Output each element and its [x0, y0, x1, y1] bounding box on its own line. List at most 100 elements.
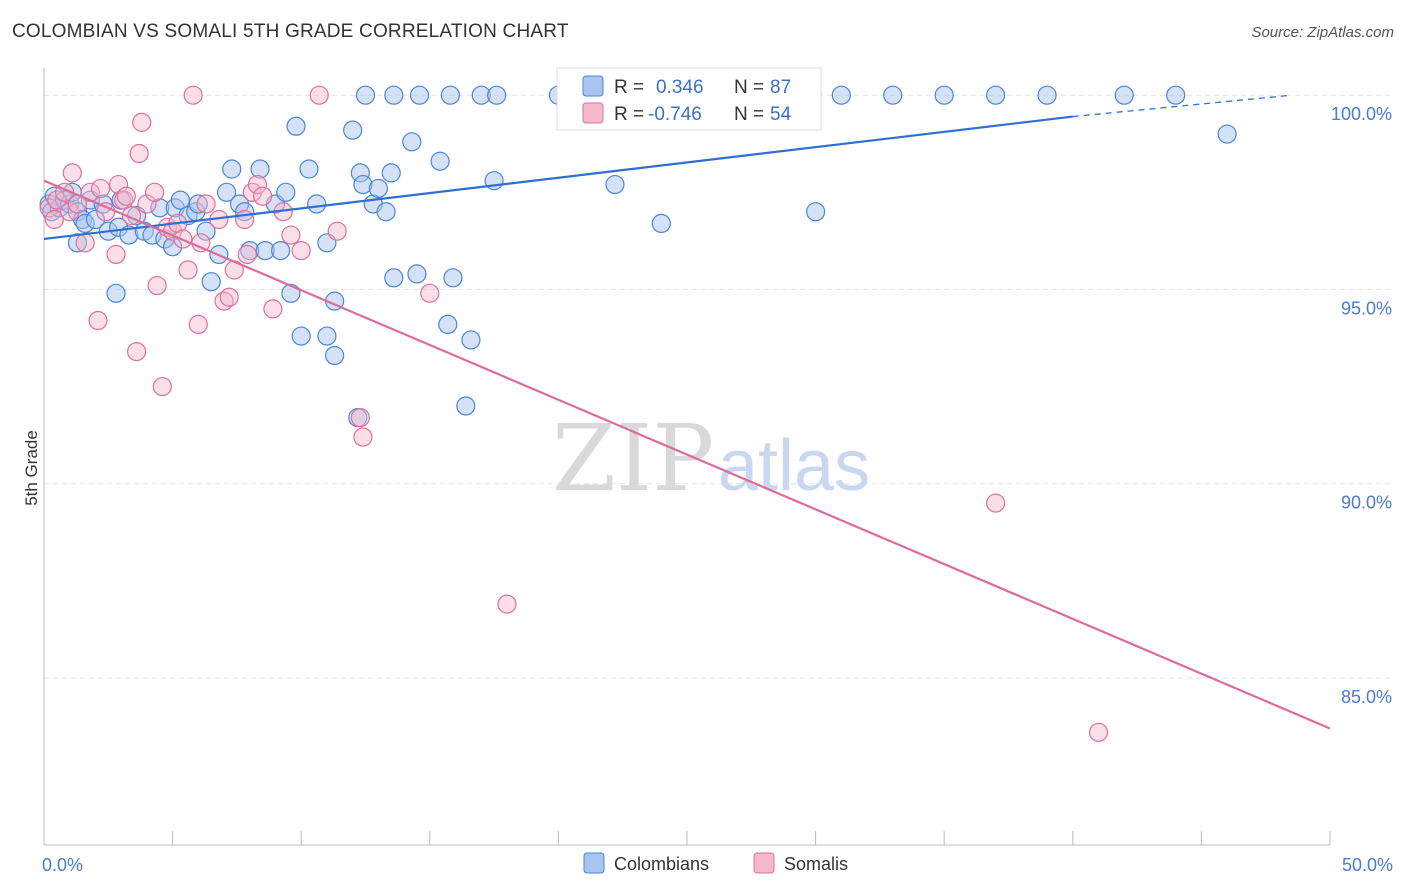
- bottom-legend-swatch-somalis: [753, 852, 775, 874]
- colombians-point: [934, 85, 954, 105]
- colombians-point: [291, 326, 311, 346]
- colombians-point: [1217, 124, 1237, 144]
- somalis-point: [353, 427, 373, 447]
- somalis-point: [60, 202, 80, 222]
- somalis-point: [309, 85, 329, 105]
- somalis-point: [137, 194, 157, 214]
- somalis-point: [219, 287, 239, 307]
- somalis-point: [178, 260, 198, 280]
- colombians-point: [170, 190, 190, 210]
- colombians-point: [443, 268, 463, 288]
- colombians-trend-line: [43, 115, 1073, 241]
- somalis-point: [144, 182, 165, 202]
- somalis-point: [196, 194, 216, 214]
- colombians-point: [440, 85, 460, 105]
- legend-r-label-2: R =: [614, 104, 644, 125]
- y-axis-title: 5th Grade: [22, 430, 41, 506]
- series-legend: Colombians Somalis: [583, 852, 848, 874]
- chart-source: Source: ZipAtlas.com: [1251, 24, 1394, 41]
- watermark-atlas: atlas: [718, 426, 870, 506]
- somalis-point: [253, 186, 273, 206]
- somalis-point: [188, 314, 208, 335]
- colombians-point: [986, 85, 1006, 105]
- colombians-point: [307, 194, 327, 214]
- somalis-point: [237, 244, 257, 265]
- colombians-trend-extension: [1072, 94, 1292, 118]
- somalis-point: [281, 225, 301, 245]
- somalis-point: [183, 85, 203, 105]
- colombians-point: [85, 209, 106, 230]
- colombians-point: [325, 345, 345, 366]
- legend-n-value-2: 54: [770, 104, 792, 125]
- bottom-legend-colombians: Colombians: [614, 854, 709, 874]
- colombians-point: [384, 268, 404, 288]
- somalis-point: [47, 190, 67, 210]
- somalis-point: [44, 209, 64, 230]
- somalis-point: [62, 163, 82, 183]
- colombians-point: [409, 85, 430, 105]
- legend-r-value-1: 0.346: [656, 77, 704, 98]
- colombians-point: [355, 85, 376, 105]
- colombians-point: [271, 240, 291, 261]
- somalis-point: [1088, 722, 1109, 742]
- colombians-point: [805, 202, 826, 222]
- somalis-point: [129, 143, 149, 164]
- somalis-point: [247, 174, 268, 195]
- legend-swatch-colombians: [582, 75, 604, 97]
- somalis-trend-line: [43, 179, 1331, 730]
- colombians-point: [487, 85, 507, 105]
- colombians-point: [461, 330, 481, 350]
- legend-r-value-2: -0.746: [648, 104, 702, 125]
- bottom-legend-somalis: Somalis: [784, 854, 848, 874]
- chart-title: COLOMBIAN VS SOMALI 5TH GRADE CORRELATIO…: [12, 21, 569, 42]
- somalis-point: [132, 112, 152, 132]
- correlation-legend: R = 0.346 N = 87 R = -0.746 N = 54: [556, 67, 822, 131]
- colombians-point: [1114, 85, 1134, 105]
- colombians-point: [276, 182, 296, 202]
- somalis-point: [497, 594, 517, 614]
- somalis-point: [90, 178, 111, 199]
- bottom-legend-swatch-colombians: [583, 852, 605, 874]
- colombians-point: [196, 221, 216, 241]
- colombians-point: [605, 174, 625, 195]
- somalis-point: [235, 209, 255, 230]
- somalis-point: [39, 198, 59, 218]
- colombians-point: [217, 182, 237, 202]
- colombians-point: [67, 233, 88, 253]
- somalis-point: [126, 342, 147, 362]
- somalis-point: [152, 376, 172, 397]
- colombians-point: [317, 326, 337, 346]
- x-tick-label: 50.0%: [1342, 855, 1393, 875]
- y-tick-label: 100.0%: [1331, 104, 1392, 124]
- watermark: ZIP atlas: [552, 405, 870, 512]
- colombians-point: [438, 314, 458, 335]
- colombians-point: [286, 116, 306, 136]
- watermark-zip: ZIP: [552, 405, 714, 512]
- y-tick-label: 95.0%: [1341, 298, 1392, 318]
- colombians-point: [1037, 85, 1057, 105]
- colombians-point: [163, 237, 183, 257]
- somalis-point: [106, 244, 126, 265]
- colombians-point: [368, 178, 388, 199]
- somalis-point: [147, 275, 167, 296]
- colombians-point: [384, 85, 404, 105]
- trend-lines: [43, 94, 1331, 730]
- legend-n-label-2: N =: [734, 104, 764, 125]
- colombians-point: [106, 283, 126, 303]
- legend-n-value-1: 87: [770, 77, 791, 98]
- colombians-point: [430, 151, 450, 171]
- colombians-point: [201, 272, 221, 292]
- x-tick-label: 0.0%: [42, 855, 83, 875]
- grid-layer: [44, 94, 1392, 679]
- somalis-point: [263, 299, 283, 319]
- colombians-point: [402, 132, 422, 152]
- legend-n-label-1: N =: [734, 77, 764, 98]
- colombians-point: [883, 85, 903, 105]
- colombians-point: [651, 213, 671, 233]
- y-tick-label: 90.0%: [1341, 493, 1392, 513]
- somalis-point: [986, 493, 1006, 513]
- somalis-point: [108, 174, 129, 195]
- somalis-point: [420, 283, 440, 303]
- somalis-point: [291, 240, 311, 261]
